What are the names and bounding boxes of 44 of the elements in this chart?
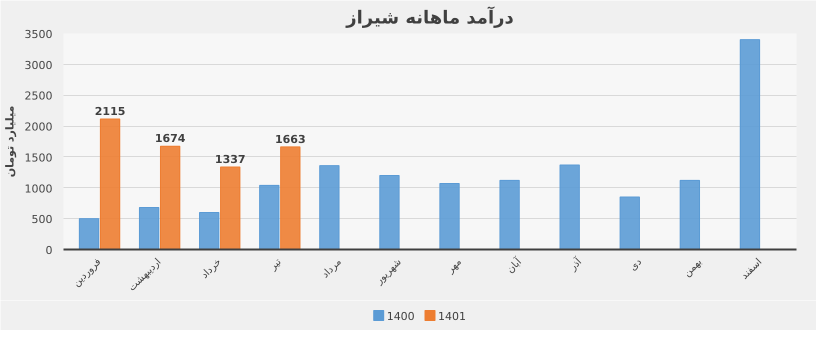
chart-title: درآمد ماهانه شیراز [345,6,514,28]
x-tick-label: شهریور [373,256,404,288]
data-label: 1663 [275,132,306,146]
bar [78,218,100,250]
bar [680,180,700,250]
y-tick-label: 0 [46,244,52,257]
x-tick-label: مرداد [320,256,344,280]
bar [220,166,240,250]
data-label: 1337 [214,152,246,166]
y-tick-label: 500 [32,213,53,226]
x-tick-label: مهر [444,256,464,276]
bar [740,39,760,250]
bar [499,180,520,250]
bar [160,146,180,250]
y-tick-label: 1500 [24,151,53,164]
bar [379,174,400,250]
x-tick-label: دی [628,256,644,274]
bar [259,184,280,250]
legend-label: 1400 [386,310,415,323]
bar [560,164,580,250]
y-tick-label: 2500 [24,90,53,103]
x-tick-label: تیر [267,256,284,274]
data-label: 1674 [154,132,186,146]
bar [100,118,120,250]
y-tick-label: 3000 [24,58,53,72]
bar [280,146,300,250]
legend-label: 1401 [438,310,466,323]
bar [199,212,220,250]
bar [319,165,340,250]
x-tick-label: آذر [566,254,585,274]
bar [138,207,160,250]
y-tick-label: 1000 [24,182,53,196]
x-tick-label: بهمن [682,256,704,280]
y-axis-title: میلیارد تومان [4,106,17,178]
x-tick-label: خرداد [199,256,224,281]
x-tick-label: آبان [504,254,525,276]
y-tick-label: 3500 [24,28,53,41]
bar [620,196,640,250]
x-tick-label: اسفند [739,256,764,282]
y-tick-label: 2000 [24,120,53,134]
data-label: 2115 [94,104,126,118]
x-tick-label: اردیبهشت [126,256,164,294]
x-tick-label: فروردین [71,256,104,289]
bar [439,182,460,250]
